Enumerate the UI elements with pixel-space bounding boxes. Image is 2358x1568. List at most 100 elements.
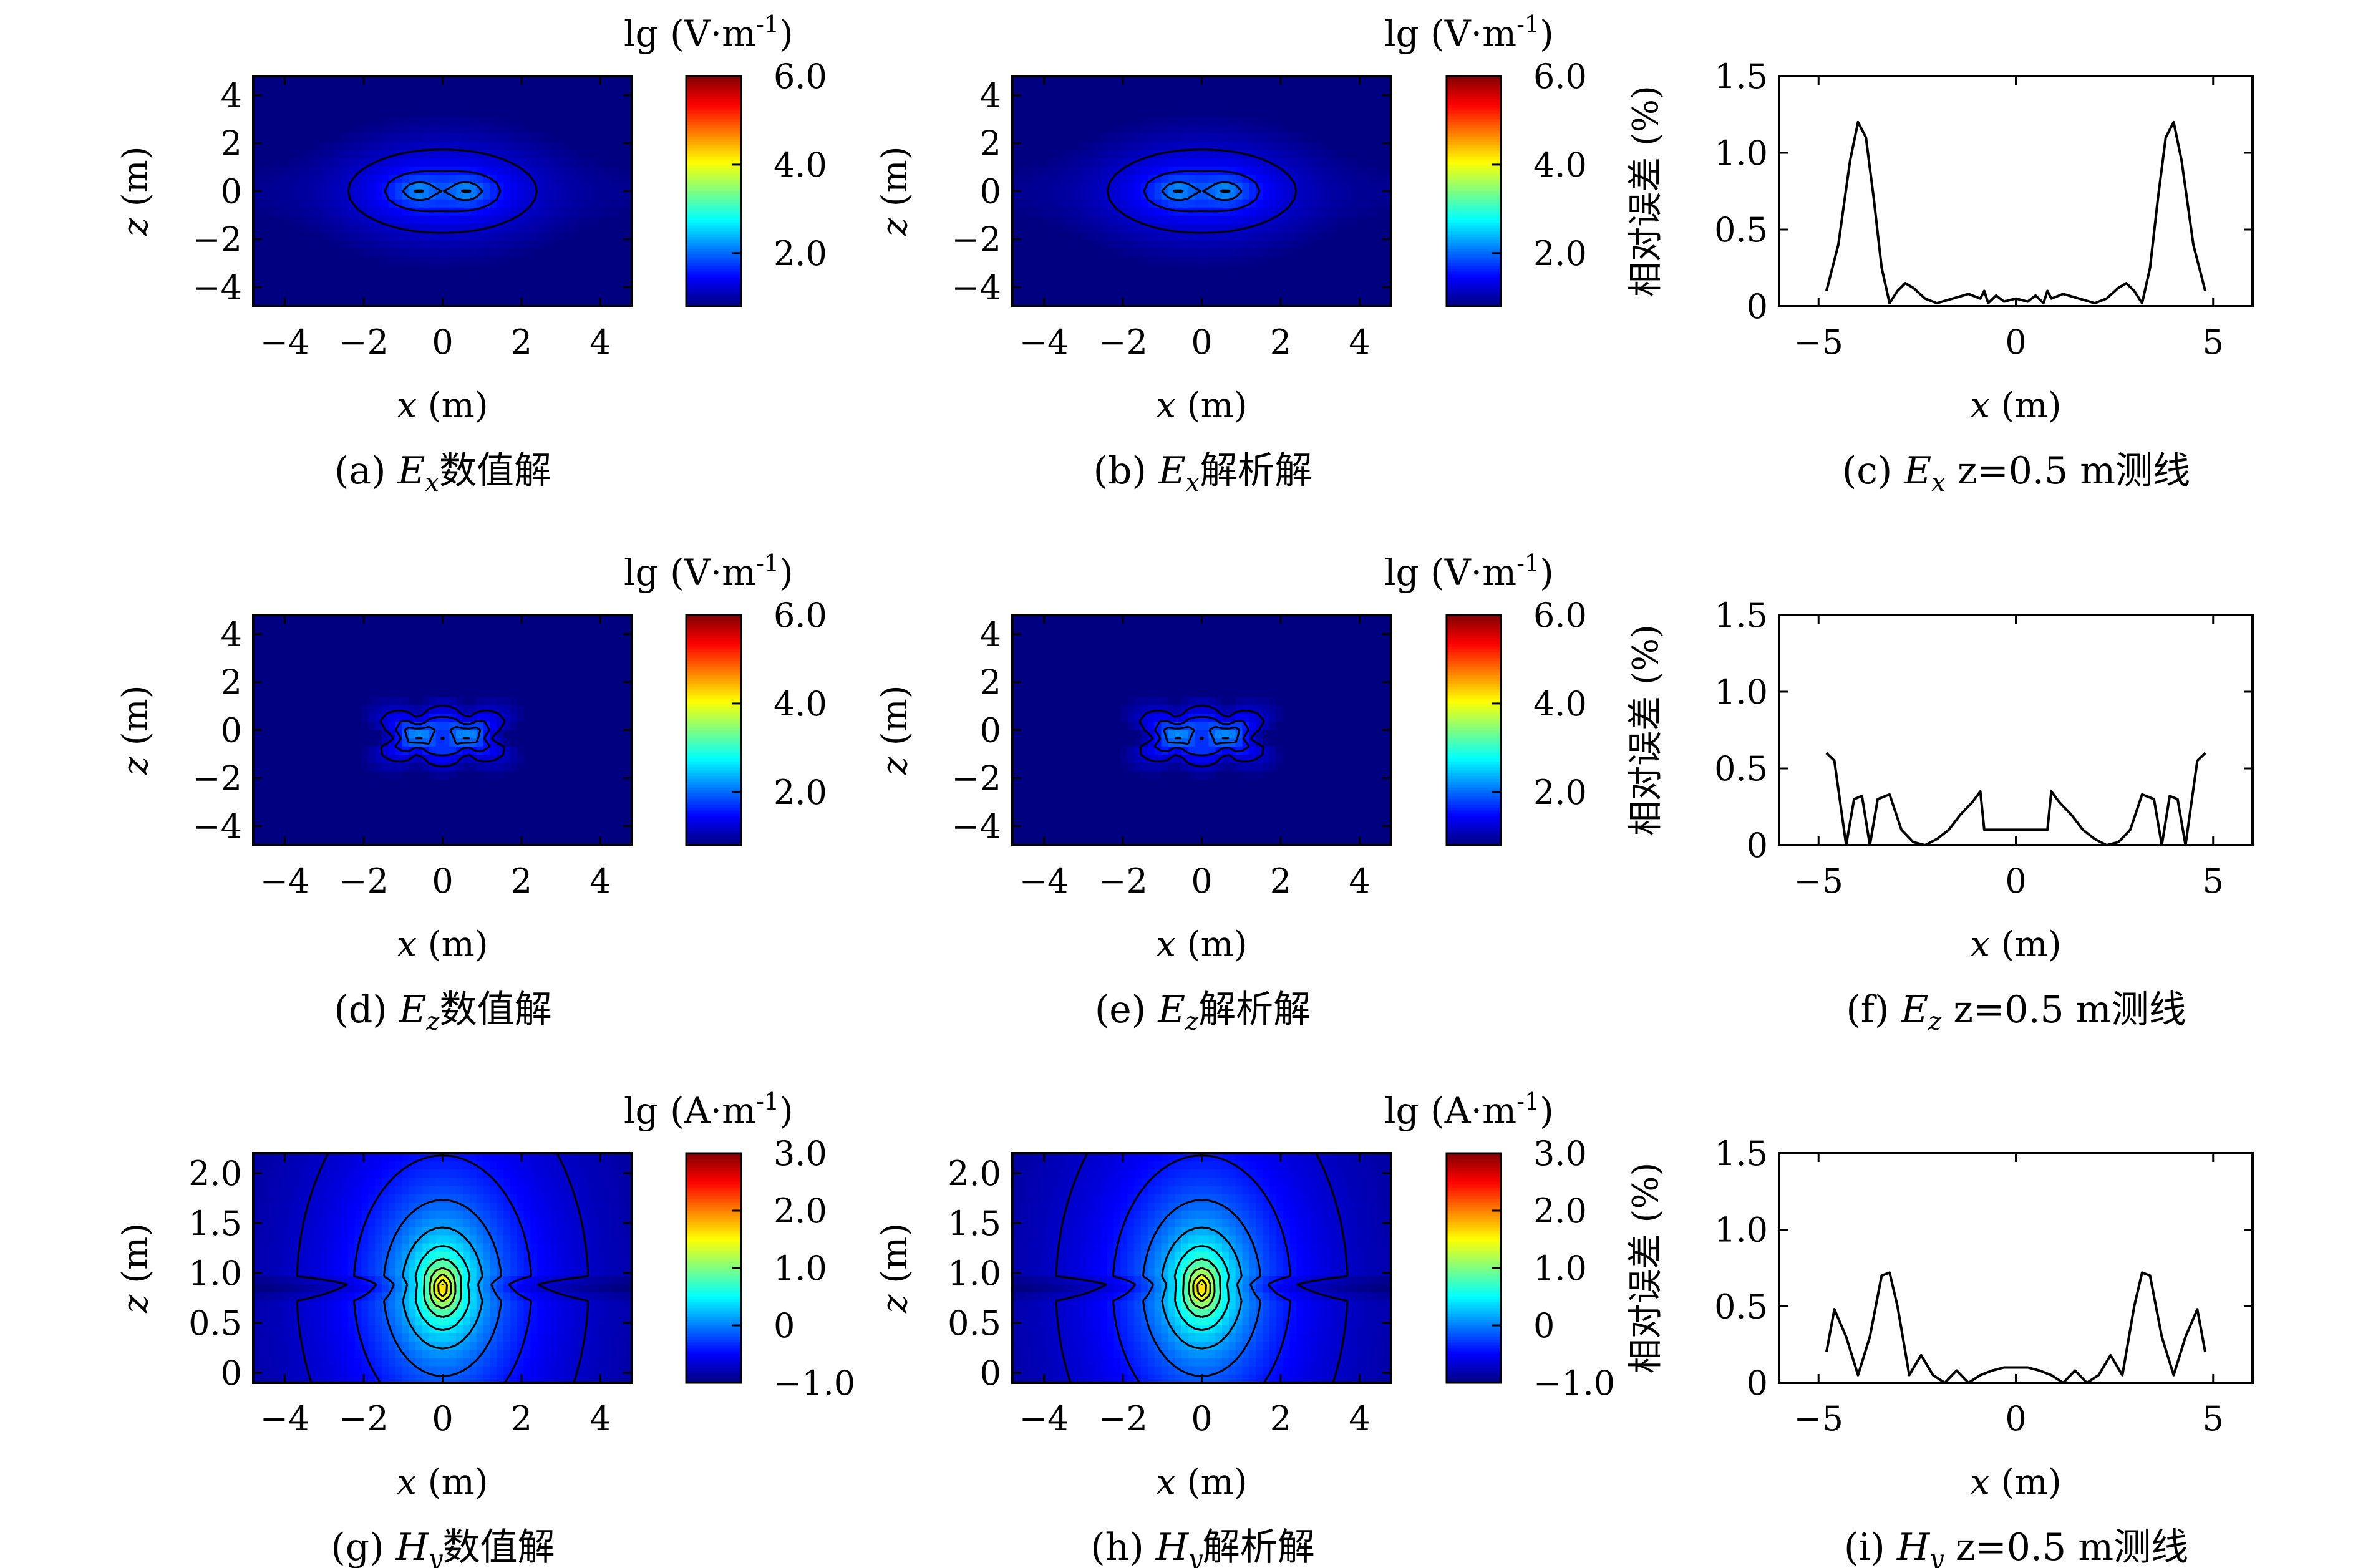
heatmap-cell xyxy=(409,763,416,772)
heatmap-cell xyxy=(1371,216,1378,225)
heatmap-cell xyxy=(1188,76,1196,85)
heatmap-cell xyxy=(523,656,531,665)
heatmap-cell xyxy=(503,84,511,93)
heatmap-cell xyxy=(287,133,294,143)
heatmap-cell xyxy=(1344,289,1351,299)
heatmap-cell xyxy=(544,763,551,772)
heatmap-cell xyxy=(328,787,335,796)
heatmap-cell xyxy=(361,730,369,739)
heatmap-cell xyxy=(523,133,531,143)
heatmap-cell xyxy=(625,142,633,151)
heatmap-cell xyxy=(1053,100,1060,110)
heatmap-cell xyxy=(280,623,288,632)
colorbar-segment xyxy=(1447,231,1501,235)
heatmap-cell xyxy=(354,615,362,624)
heatmap-cell xyxy=(598,631,606,641)
heatmap-cell xyxy=(1140,100,1148,110)
heatmap-cell xyxy=(1242,183,1249,192)
heatmap-cell xyxy=(604,730,613,739)
heatmap-cell xyxy=(1215,191,1223,200)
heatmap-cell xyxy=(490,281,497,291)
y-tick-label: −4 xyxy=(192,268,242,307)
heatmap-cell xyxy=(1087,133,1094,143)
heatmap-cell xyxy=(1100,183,1108,192)
heatmap-cell xyxy=(497,771,504,780)
heatmap-cell xyxy=(530,199,538,208)
heatmap-cell xyxy=(314,820,321,830)
heatmap-cell xyxy=(1134,183,1142,192)
heatmap-cell xyxy=(578,714,585,722)
heatmap-cell xyxy=(550,738,558,747)
heatmap-cell xyxy=(564,158,572,167)
heatmap-cell xyxy=(280,656,288,665)
heatmap-cell xyxy=(402,216,409,225)
heatmap-cell xyxy=(409,689,416,698)
heatmap-cell xyxy=(503,656,511,665)
heatmap-cell xyxy=(578,289,585,299)
heatmap-cell xyxy=(442,680,450,690)
heatmap-cell xyxy=(361,199,369,208)
heatmap-cell xyxy=(253,166,261,175)
heatmap-cell xyxy=(1053,125,1060,134)
heatmap-cell xyxy=(375,705,382,714)
heatmap-cell xyxy=(1087,199,1094,208)
heatmap-cell xyxy=(1256,281,1263,291)
heatmap-cell xyxy=(1235,191,1243,200)
heatmap-cell xyxy=(571,697,578,706)
heatmap-cell xyxy=(1303,84,1311,93)
heatmap-cell xyxy=(456,76,463,85)
heatmap-cell xyxy=(463,298,470,307)
heatmap-cell xyxy=(1323,125,1331,134)
heatmap-cell xyxy=(1059,109,1067,118)
heatmap-cell xyxy=(1344,158,1351,167)
heatmap-cell xyxy=(1215,216,1223,225)
heatmap-cell xyxy=(381,763,389,772)
heatmap-cell xyxy=(415,804,423,813)
heatmap-cell xyxy=(328,256,335,266)
heatmap-cell xyxy=(1337,199,1344,208)
heatmap-cell xyxy=(523,680,531,690)
heatmap-cell xyxy=(422,289,430,299)
heatmap-cell xyxy=(1100,117,1108,126)
heatmap-cell xyxy=(585,216,592,225)
heatmap-cell xyxy=(354,836,362,846)
heatmap-cell xyxy=(1289,158,1297,167)
heatmap-cell xyxy=(1154,240,1162,249)
heatmap-cell xyxy=(429,298,437,307)
heatmap-cell xyxy=(300,705,308,714)
heatmap-cell xyxy=(1087,158,1094,167)
heatmap-cell xyxy=(564,199,572,208)
heatmap-cell xyxy=(347,697,356,706)
heatmap-cell xyxy=(273,142,281,151)
heatmap-cell xyxy=(1188,216,1196,225)
heatmap-cell xyxy=(388,175,396,183)
heatmap-cell xyxy=(1384,175,1392,183)
heatmap-cell xyxy=(1175,92,1182,102)
heatmap-cell xyxy=(483,779,490,788)
heatmap-cell xyxy=(1364,224,1372,233)
heatmap-cell xyxy=(530,92,538,102)
heatmap-cell xyxy=(503,133,511,143)
heatmap-cell xyxy=(402,647,409,657)
heatmap-cell xyxy=(294,836,301,846)
heatmap-cell xyxy=(347,256,356,266)
heatmap-cell xyxy=(1337,84,1344,93)
heatmap-cell xyxy=(1140,76,1148,85)
heatmap-cell xyxy=(578,273,585,283)
heatmap-cell xyxy=(625,117,633,126)
heatmap-cell xyxy=(435,281,444,291)
heatmap-cell xyxy=(1039,166,1047,175)
heatmap-cell xyxy=(435,224,444,233)
heatmap-cell xyxy=(1066,232,1074,241)
heatmap-cell xyxy=(1039,232,1047,241)
heatmap-cell xyxy=(375,664,382,673)
heatmap-cell xyxy=(557,836,565,846)
heatmap-cell xyxy=(537,647,545,657)
heatmap-cell xyxy=(280,175,288,183)
heatmap-cell xyxy=(260,746,268,755)
heatmap-cell xyxy=(361,623,369,632)
heatmap-cell xyxy=(476,755,484,763)
heatmap-cell xyxy=(1080,240,1087,249)
heatmap-cell xyxy=(1046,191,1054,200)
heatmap-cell xyxy=(1263,232,1270,241)
